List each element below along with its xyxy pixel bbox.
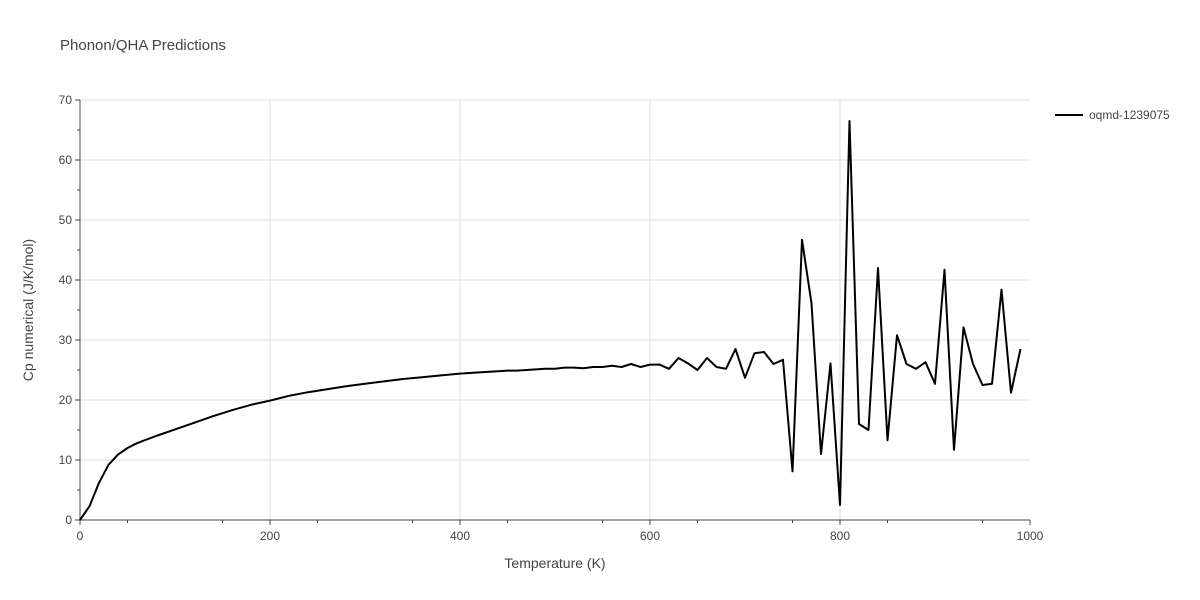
y-tick-label: 40 xyxy=(59,273,73,287)
plot-area xyxy=(79,120,1022,521)
x-tick-label: 1000 xyxy=(1017,529,1044,543)
x-axis-title: Temperature (K) xyxy=(504,555,605,571)
y-tick-label: 10 xyxy=(59,453,73,467)
x-tick-label: 200 xyxy=(260,529,280,543)
y-tick-label: 60 xyxy=(59,153,73,167)
y-tick-label: 0 xyxy=(65,513,72,527)
x-tick-label: 800 xyxy=(830,529,850,543)
axes xyxy=(79,100,1030,521)
grid xyxy=(80,99,1030,520)
y-tick-label: 50 xyxy=(59,213,73,227)
legend[interactable]: oqmd-1239075 xyxy=(1055,108,1170,122)
series-line xyxy=(79,120,1022,521)
x-tick-label: 0 xyxy=(77,529,84,543)
y-tick-label: 30 xyxy=(59,333,73,347)
legend-label: oqmd-1239075 xyxy=(1089,108,1170,122)
y-axis-ticks: 0 10 20 30 40 50 60 70 xyxy=(59,93,80,527)
y-tick-label: 70 xyxy=(59,93,73,107)
y-axis-title: Cp numerical (J/K/mol) xyxy=(20,239,36,381)
x-tick-label: 400 xyxy=(450,529,470,543)
chart-title: Phonon/QHA Predictions xyxy=(60,37,226,54)
x-axis-ticks: 0 200 400 600 800 1000 xyxy=(77,520,1044,543)
x-tick-label: 600 xyxy=(640,529,660,543)
y-tick-label: 20 xyxy=(59,393,73,407)
